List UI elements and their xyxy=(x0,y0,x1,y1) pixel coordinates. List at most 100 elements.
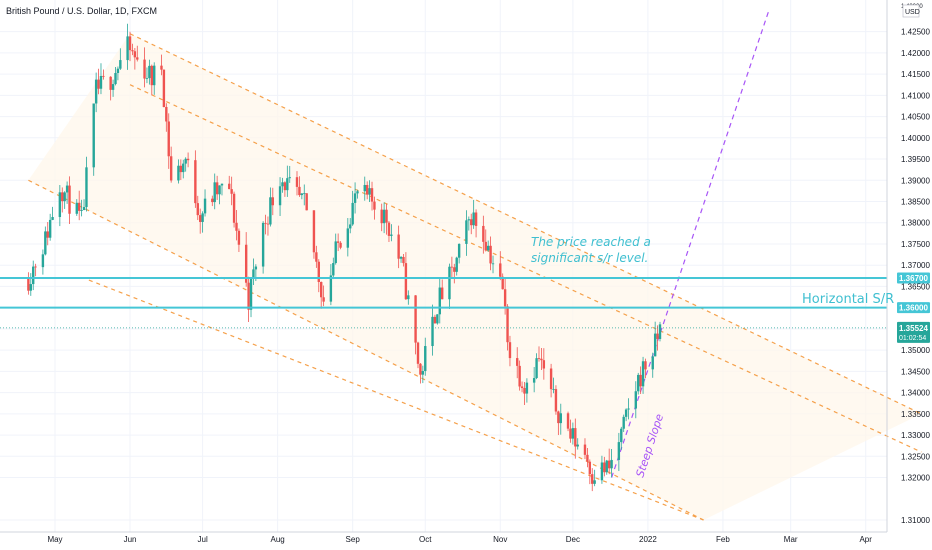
candle-body xyxy=(114,72,117,85)
candle-body xyxy=(566,413,570,429)
candle-body xyxy=(278,186,282,206)
y-tick-label: 1.33500 xyxy=(901,410,930,419)
candle-body xyxy=(532,378,536,383)
candle-body xyxy=(215,182,219,195)
price-channel xyxy=(28,10,922,521)
x-tick-label: Feb xyxy=(716,535,730,544)
currency-box[interactable] xyxy=(902,4,920,18)
level-label-lower: 1.36000 xyxy=(899,304,928,313)
y-tick-label: 1.40000 xyxy=(901,134,930,143)
countdown-label: 01:02:54 xyxy=(899,335,926,342)
candle-body xyxy=(94,79,98,104)
candle-body xyxy=(470,219,473,226)
candle-body xyxy=(465,220,468,244)
candle-body xyxy=(126,36,129,61)
candle-body xyxy=(199,215,202,222)
candle-body xyxy=(249,278,253,310)
candle-body xyxy=(167,121,170,157)
candle-body xyxy=(489,245,492,264)
candle-body xyxy=(32,266,35,285)
candle-body xyxy=(424,346,427,372)
y-tick-label: 1.39500 xyxy=(901,155,930,164)
candle-body xyxy=(438,287,441,315)
y-tick-label: 1.41500 xyxy=(901,70,930,79)
candle-body xyxy=(283,182,287,191)
candle-body xyxy=(591,474,594,484)
candle-body xyxy=(351,202,354,225)
level-label-upper: 1.36700 xyxy=(899,274,928,283)
candle-body xyxy=(320,281,323,298)
candle-body xyxy=(520,386,524,388)
candle-body xyxy=(220,183,224,186)
y-tick-label: 1.34500 xyxy=(901,367,930,376)
price-axis[interactable]: 1.31000 1.32000 1.32500 1.33000 1.33500 1.340… xyxy=(886,0,930,532)
candle-body xyxy=(48,219,52,238)
candle-body xyxy=(160,65,163,70)
candle-body xyxy=(261,222,265,267)
candle-body xyxy=(419,363,422,375)
candle-body xyxy=(305,193,308,211)
candle-body xyxy=(111,84,115,90)
candle-body xyxy=(506,306,509,343)
sr-annotation-line2: significant s/r level. xyxy=(531,251,648,265)
candle-body xyxy=(600,462,604,481)
y-tick-label: 1.40500 xyxy=(901,113,930,122)
candle-body xyxy=(136,57,139,60)
candle-body xyxy=(457,243,461,258)
candle-body xyxy=(542,360,546,369)
candle-body xyxy=(179,165,183,173)
y-tick-label: 1.42500 xyxy=(901,28,930,37)
candle-body xyxy=(518,365,521,387)
candle-body xyxy=(363,184,366,192)
candle-body xyxy=(336,241,340,243)
candle-body xyxy=(300,193,304,196)
candle-body xyxy=(399,256,403,259)
candle-body xyxy=(153,65,156,86)
candle-body xyxy=(414,295,417,343)
candle-body xyxy=(450,266,454,268)
x-tick-label: Sep xyxy=(346,535,361,544)
candle-body xyxy=(128,36,132,51)
candle-body xyxy=(380,209,383,224)
current-price-label-bg xyxy=(897,321,930,343)
candle-body xyxy=(266,223,270,225)
candle-body xyxy=(322,297,325,302)
x-tick-label: Apr xyxy=(859,535,872,544)
candle-body xyxy=(303,193,306,195)
x-tick-label: Jul xyxy=(198,535,208,544)
candle-body xyxy=(75,202,78,214)
candle-body xyxy=(211,198,214,203)
candle-body xyxy=(235,222,238,231)
candle-body xyxy=(44,231,47,255)
candle-body xyxy=(145,78,149,79)
candle-body xyxy=(503,289,507,307)
candle-body xyxy=(194,160,197,204)
candle-body xyxy=(51,217,54,220)
candle-body xyxy=(441,287,444,300)
candle-body xyxy=(390,234,393,236)
candle-body xyxy=(177,165,180,181)
time-axis[interactable]: May Jun Jul Aug Sep Oct Nov Dec 2022 Feb Mar Apr xyxy=(0,531,887,544)
candle-body xyxy=(312,210,316,253)
candle-body xyxy=(588,461,592,475)
candle-body xyxy=(436,314,439,324)
candle-body xyxy=(624,409,628,417)
candle-body xyxy=(610,459,613,469)
y-tick-label: 1.34000 xyxy=(901,389,930,398)
channel-line-bottom xyxy=(88,279,704,521)
candle-body xyxy=(486,245,490,251)
candle-body xyxy=(448,266,451,300)
candle-body xyxy=(653,333,657,357)
y-tick-label: 1.42000 xyxy=(901,49,930,58)
candle-body xyxy=(516,358,519,366)
candle-body xyxy=(557,411,560,424)
x-tick-label: 2022 xyxy=(639,535,657,544)
y-tick-label: 1.31000 xyxy=(901,516,930,525)
candle-body xyxy=(397,234,400,259)
current-price-label: 1.35524 xyxy=(899,324,928,333)
candle-body xyxy=(644,361,647,370)
candle-body xyxy=(540,358,543,361)
level-label-lower-bg xyxy=(897,302,930,314)
candle-body xyxy=(368,188,371,195)
